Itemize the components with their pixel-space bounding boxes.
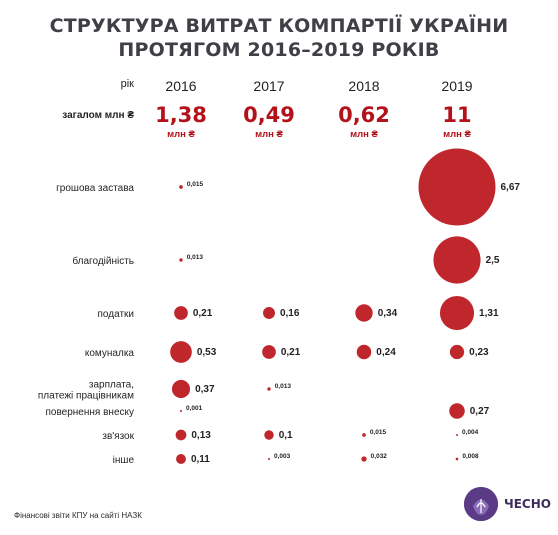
bubble-3-2017 [262,345,276,359]
total-value-2018: 0,62 [338,103,390,127]
bubble-1-2016 [179,258,183,262]
value-label-3-2018: 0,24 [376,347,396,358]
value-label-6-2016: 0,13 [191,430,211,441]
bubble-7-2017 [268,458,270,460]
year-label-2018: 2018 [348,78,379,94]
bubble-7-2019 [455,457,459,461]
value-label-6-2017: 0,1 [279,430,293,441]
total-value-2016: 1,38 [155,103,207,127]
value-label-2-2016: 0,21 [193,308,213,319]
year-header: рік [121,78,135,90]
value-label-6-2018: 0,015 [370,429,387,436]
value-label-2-2018: 0,34 [378,308,398,319]
value-label-7-2019: 0,008 [462,453,479,460]
value-label-5-2016: 0,001 [186,405,203,412]
bubble-3-2018 [356,344,372,360]
value-label-7-2017: 0,003 [274,453,291,460]
bubble-7-2018 [361,456,367,462]
chart-title: СТРУКТУРА ВИТРАТ КОМПАРТІЇ УКРАЇНИ ПРОТЯ… [0,14,558,62]
bubble-1-2019 [433,236,481,284]
value-label-4-2016: 0,37 [195,384,215,395]
year-label-2019: 2019 [441,78,472,94]
year-label-2016: 2016 [165,78,196,94]
value-label-0-2016: 0,015 [187,181,204,188]
value-label-7-2018: 0,032 [371,453,388,460]
bubble-2-2017 [263,307,275,319]
source-note: Фінансові звіти КПУ на сайті НАЗК [14,511,142,520]
row-label-4-1: платежі працівникам [38,391,134,402]
bubble-3-2016 [170,341,192,363]
chart-title-line-1: СТРУКТУРА ВИТРАТ КОМПАРТІЇ УКРАЇНИ [49,15,509,37]
row-label-4-0: зарплата, [89,380,134,391]
value-label-1-2016: 0,013 [187,254,204,261]
chesno-logo: ЧЕСНО [464,487,551,521]
bubble-7-2016 [176,454,186,464]
chart-title-line-2: ПРОТЯГОМ 2016–2019 РОКІВ [118,39,440,61]
value-label-3-2017: 0,21 [281,347,301,358]
row-label-6-0: зв'язок [102,431,134,442]
bubble-3-2019 [449,344,465,360]
value-label-2-2017: 0,16 [280,308,300,319]
bubble-0-2016 [179,185,183,189]
row-label-1-0: благодійність [72,255,134,267]
bubble-5-2016 [180,410,182,412]
totals-header: загалом млн ₴ [62,110,134,121]
bubble-2-2018 [355,304,373,322]
value-label-6-2019: 0,004 [462,429,479,436]
bubble-4-2016 [171,379,191,399]
total-value-2017: 0,49 [243,103,295,127]
bubble-4-2017 [267,387,271,391]
value-label-4-2017: 0,013 [275,383,292,390]
row-label-3-0: комуналка [85,348,135,359]
value-label-0-2019: 6,67 [501,182,521,193]
value-label-1-2019: 2,5 [486,255,500,266]
value-label-7-2016: 0,11 [191,454,210,465]
value-label-3-2016: 0,53 [197,347,217,358]
bubble-6-2017 [264,430,274,440]
bubble-5-2019 [449,403,465,419]
bubble-6-2016 [175,429,187,441]
value-label-5-2019: 0,27 [470,406,490,417]
bubble-6-2019 [456,434,458,436]
total-unit-2019: млн ₴ [443,129,471,140]
bubble-2-2019 [439,295,475,331]
bubble-6-2018 [362,433,366,437]
total-unit-2017: млн ₴ [255,129,283,140]
chesno-logo-icon [464,487,498,521]
logo-text: ЧЕСНО [504,497,551,511]
value-label-3-2019: 0,23 [469,347,489,358]
total-value-2019: 11 [442,103,471,127]
year-label-2017: 2017 [253,78,284,94]
row-label-7-0: інше [113,455,135,466]
row-label-0-0: грошова застава [56,183,134,194]
total-unit-2016: млн ₴ [167,129,195,140]
bubble-0-2019 [418,148,496,226]
row-label-2-0: податки [98,309,134,320]
row-label-5-0: повернення внеску [45,407,134,418]
total-unit-2018: млн ₴ [350,129,378,140]
value-label-2-2019: 1,31 [479,308,499,319]
bubble-2-2016 [174,306,188,320]
